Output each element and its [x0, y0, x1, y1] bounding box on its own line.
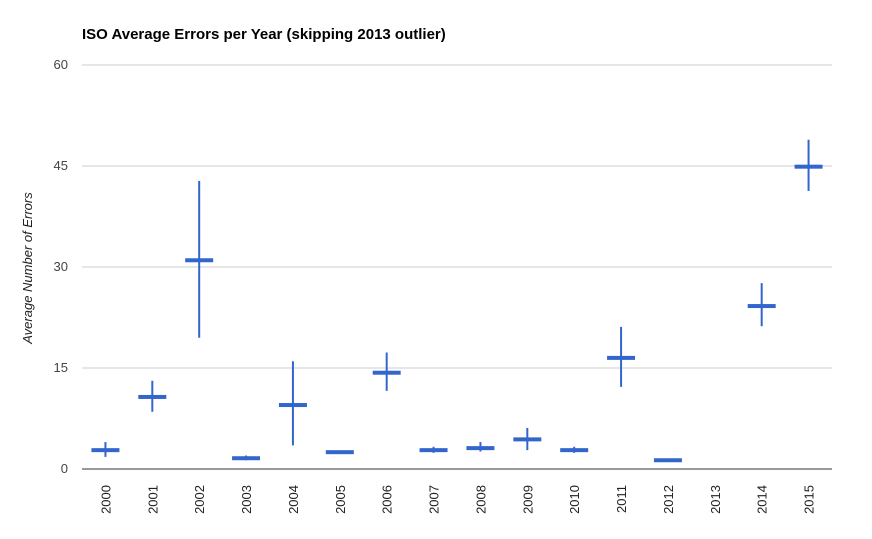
chart-title: ISO Average Errors per Year (skipping 20…: [82, 26, 446, 43]
x-tick-label: 2010: [567, 485, 582, 514]
error-bar-2015: [794, 139, 823, 191]
x-tick-label: 2011: [614, 485, 629, 513]
mean-marker: [794, 164, 823, 169]
x-tick-label: 2014: [755, 485, 770, 514]
error-bar-2012: [653, 458, 682, 463]
error-bar-2009: [513, 427, 542, 451]
error-bar-2007: [419, 446, 448, 453]
x-tick-label: 2012: [661, 485, 676, 514]
error-bar-2014: [747, 283, 776, 327]
mean-marker: [278, 403, 307, 408]
x-tick-labels: 2000 2001 2002 2003 2004 2005 2006 2007 2008 2009…: [98, 485, 816, 514]
x-tick-label: 2015: [802, 485, 817, 514]
error-bar-2005: [325, 450, 354, 455]
error-bar-2004: [278, 361, 307, 446]
mean-marker: [372, 370, 401, 375]
error-bar-2001: [138, 380, 167, 412]
mean-marker: [747, 304, 776, 309]
mean-marker: [653, 458, 682, 463]
y-tick-label: 30: [54, 259, 68, 274]
error-bar-2002: [185, 180, 214, 338]
mean-marker: [466, 446, 495, 451]
x-tick-label: 2007: [427, 485, 442, 514]
error-bar-2008: [466, 442, 495, 452]
mean-marker: [185, 258, 214, 263]
x-tick-label: 2013: [708, 485, 723, 514]
x-tick-label: 2000: [98, 485, 113, 514]
gridlines: [82, 64, 832, 470]
mean-marker: [91, 448, 120, 453]
mean-marker: [607, 355, 636, 360]
mean-marker: [232, 456, 261, 461]
mean-marker: [419, 448, 448, 453]
mean-marker: [560, 448, 589, 453]
mean-marker: [513, 437, 542, 442]
error-bar-2000: [91, 442, 120, 457]
error-bars: [91, 139, 823, 463]
mean-marker: [325, 450, 354, 455]
error-bar-2011: [607, 326, 636, 387]
mean-marker: [138, 394, 167, 399]
x-tick-label: 2009: [520, 485, 535, 514]
x-tick-label: 2005: [333, 485, 348, 514]
error-bar-2003: [232, 455, 261, 461]
y-tick-label: 45: [54, 158, 68, 173]
x-tick-label: 2003: [239, 485, 254, 514]
error-bar-2010: [560, 446, 589, 453]
y-tick-label: 60: [54, 57, 68, 72]
y-tick-labels: 0 15 30 45 60: [54, 57, 68, 476]
x-tick-label: 2004: [286, 485, 301, 514]
y-tick-label: 15: [54, 360, 68, 375]
x-tick-label: 2008: [473, 485, 488, 514]
y-tick-label: 0: [61, 461, 68, 476]
x-tick-label: 2001: [145, 485, 160, 514]
y-axis-label: Average Number of Errors: [20, 192, 35, 345]
x-tick-label: 2006: [380, 485, 395, 514]
x-tick-label: 2002: [192, 485, 207, 514]
error-bar-2006: [372, 352, 401, 391]
